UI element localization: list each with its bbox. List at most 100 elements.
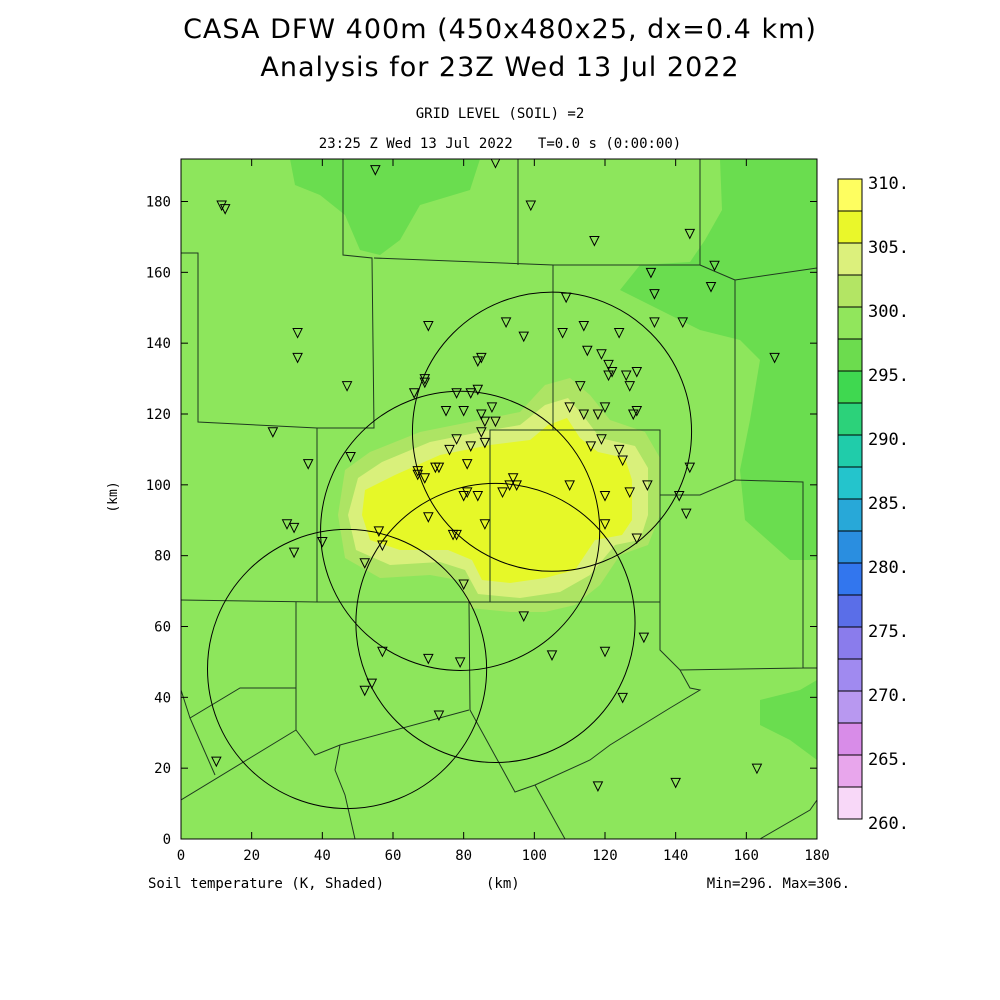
station-marker (373, 526, 385, 537)
station-marker (444, 444, 455, 456)
station-marker (377, 540, 388, 552)
station-marker (267, 427, 279, 438)
radar-ring (207, 528, 488, 810)
legend-label: 280. (868, 558, 909, 578)
station-marker (359, 685, 371, 697)
station-marker (423, 512, 434, 523)
y-tick-label: 40 (154, 690, 171, 706)
station-marker (560, 292, 572, 304)
legend-swatch (837, 754, 863, 788)
station-marker (433, 462, 445, 474)
station-marker (366, 678, 378, 690)
station-marker (412, 466, 424, 477)
plot-frame (180, 158, 818, 840)
station-marker (507, 473, 519, 484)
station-marker (504, 480, 515, 491)
y-tick-label: 80 (154, 549, 171, 565)
station-marker (472, 384, 484, 396)
legend-swatch (837, 562, 863, 596)
station-marker (649, 289, 660, 300)
x-axis-label: (km) (486, 876, 520, 892)
x-tick-label: 120 (592, 848, 617, 864)
station-marker (599, 402, 611, 414)
field-description: Soil temperature (K, Shaded) (148, 876, 385, 892)
legend-swatch (837, 722, 863, 756)
station-marker (359, 558, 371, 569)
station-marker (302, 459, 314, 470)
station-marker (751, 763, 763, 775)
min-max-readout: Min=296. Max=306. (706, 876, 850, 892)
station-marker (596, 349, 607, 360)
station-marker (461, 459, 473, 470)
legend-swatch (837, 434, 863, 468)
county-line (659, 479, 804, 671)
station-marker (599, 519, 611, 530)
y-axis-label: (km) (106, 481, 121, 512)
y-tick-label: 160 (146, 265, 171, 281)
station-marker (472, 356, 484, 367)
legend-label: 265. (868, 750, 909, 770)
station-marker (680, 508, 692, 520)
station-marker (476, 352, 487, 364)
station-marker (423, 320, 434, 332)
legend-swatch (837, 690, 863, 724)
station-marker (525, 200, 537, 212)
station-marker (592, 781, 604, 792)
legend-label: 275. (868, 622, 909, 642)
station-marker (211, 756, 222, 768)
legend-label: 295. (868, 366, 909, 386)
station-marker (617, 455, 628, 467)
legend-swatch (837, 786, 863, 820)
legend-swatch (837, 210, 863, 244)
y-tick-label: 60 (154, 620, 171, 636)
legend-swatch (837, 466, 863, 500)
station-marker (423, 653, 434, 665)
legend-swatch (837, 658, 863, 692)
radar-ring (355, 482, 636, 764)
county-line (734, 267, 817, 281)
valid-time-label: 23:25 Z Wed 13 Jul 2022 T=0.0 s (0:00:00… (318, 136, 682, 152)
station-marker (564, 480, 575, 491)
chart-subtitle: Analysis for 23Z Wed 13 Jul 2022 (260, 52, 740, 83)
station-marker (216, 200, 227, 212)
station-marker (578, 320, 590, 332)
station-marker (219, 204, 231, 215)
county-line (334, 744, 356, 839)
station-marker (476, 409, 487, 421)
x-tick-label: 20 (243, 848, 260, 864)
legend-swatch (837, 178, 863, 212)
station-marker (341, 381, 353, 392)
station-marker (557, 328, 568, 339)
y-tick-label: 120 (146, 407, 171, 423)
county-line (468, 601, 702, 793)
station-marker (288, 547, 300, 559)
station-marker (677, 317, 689, 329)
station-marker (613, 328, 625, 339)
station-marker (476, 427, 487, 438)
station-marker (451, 434, 462, 445)
station-marker (705, 282, 717, 293)
station-marker (564, 402, 575, 414)
radar-ring (411, 291, 693, 572)
county-boundaries (181, 159, 817, 839)
station-marker (627, 409, 639, 421)
county-line (181, 687, 296, 719)
station-marker (288, 522, 300, 534)
station-marker (461, 487, 473, 499)
station-marker (490, 416, 501, 428)
x-tick-label: 40 (314, 848, 331, 864)
color-legend: 310. 305. 300. 295. 290. 285. 280. 275. 270. 265.… (837, 174, 909, 834)
station-marker (486, 402, 498, 414)
station-marker (490, 159, 501, 169)
x-tick-label: 140 (663, 848, 688, 864)
station-marker (451, 529, 462, 541)
shaded-field (181, 159, 817, 839)
x-tick-label: 100 (522, 848, 547, 864)
cool-region-topleft (290, 159, 480, 255)
station-marker (419, 374, 431, 385)
station-marker (419, 473, 431, 484)
county-line (189, 717, 216, 776)
station-marker (582, 345, 593, 357)
axes: 0 20 40 60 80 100 120 140 160 180 0 20 40 60 80 100 120 1… (146, 159, 830, 864)
y-tick-label: 180 (146, 195, 171, 211)
